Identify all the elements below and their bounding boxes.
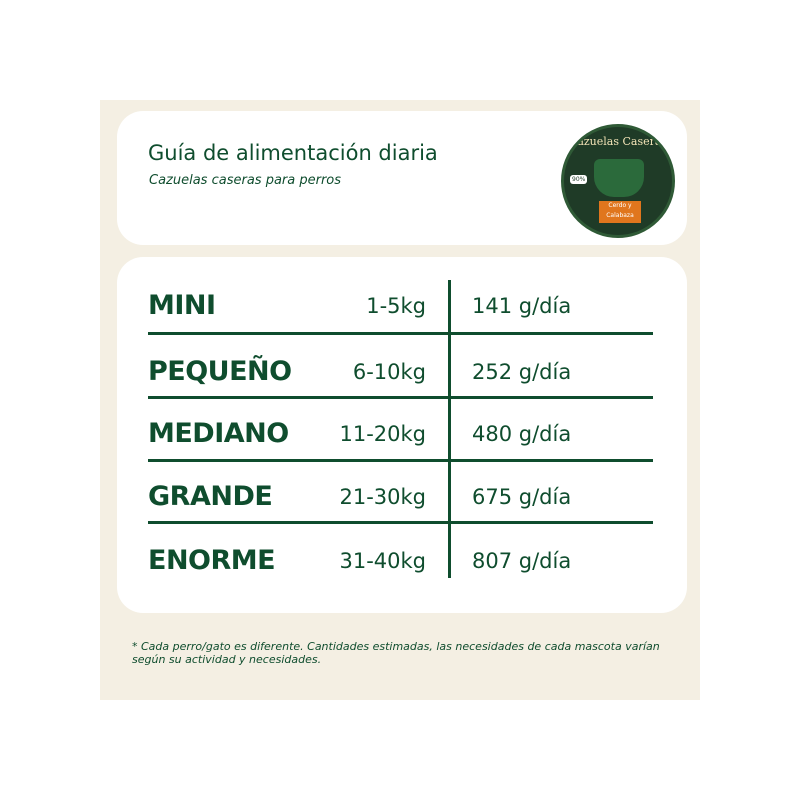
weight-range: 1-5kg bbox=[366, 294, 426, 318]
weight-range: 21-30kg bbox=[339, 485, 426, 509]
pot-icon bbox=[594, 159, 644, 197]
daily-amount: 807 g/día bbox=[472, 549, 572, 573]
row-divider bbox=[148, 396, 653, 399]
weight-range: 6-10kg bbox=[352, 360, 426, 384]
size-label: MINI bbox=[148, 290, 216, 321]
feeding-guide-panel: Guía de alimentación diaria Cazuelas cas… bbox=[100, 100, 700, 700]
feeding-table: MINI 1-5kg 141 g/día PEQUEÑO 6-10kg 252 … bbox=[117, 257, 687, 613]
daily-amount: 480 g/día bbox=[472, 422, 572, 446]
daily-amount: 141 g/día bbox=[472, 294, 572, 318]
daily-amount: 252 g/día bbox=[472, 360, 572, 384]
size-label: GRANDE bbox=[148, 481, 273, 512]
daily-amount: 675 g/día bbox=[472, 485, 572, 509]
table-row: GRANDE 21-30kg 675 g/día bbox=[148, 471, 653, 533]
size-label: PEQUEÑO bbox=[148, 356, 292, 387]
page-title: Guía de alimentación diaria bbox=[148, 141, 438, 165]
row-divider bbox=[148, 332, 653, 335]
row-divider bbox=[148, 521, 653, 524]
header-card: Guía de alimentación diaria Cazuelas cas… bbox=[117, 111, 687, 245]
size-label: MEDIANO bbox=[148, 418, 289, 449]
column-divider bbox=[448, 280, 451, 578]
footnote: * Cada perro/gato es diferente. Cantidad… bbox=[132, 640, 660, 666]
table-row: MEDIANO 11-20kg 480 g/día bbox=[148, 408, 653, 470]
table-row: PEQUEÑO 6-10kg 252 g/día bbox=[148, 346, 653, 408]
table-row: ENORME 31-40kg 807 g/día bbox=[148, 535, 653, 597]
weight-range: 11-20kg bbox=[339, 422, 426, 446]
page-subtitle: Cazuelas caseras para perros bbox=[149, 173, 342, 188]
weight-range: 31-40kg bbox=[339, 549, 426, 573]
table-row: MINI 1-5kg 141 g/día bbox=[148, 280, 653, 342]
size-label: ENORME bbox=[148, 545, 276, 576]
row-divider bbox=[148, 459, 653, 462]
product-logo: Cazuelas Caseras 90% Cerdo y Calabaza bbox=[561, 124, 675, 238]
